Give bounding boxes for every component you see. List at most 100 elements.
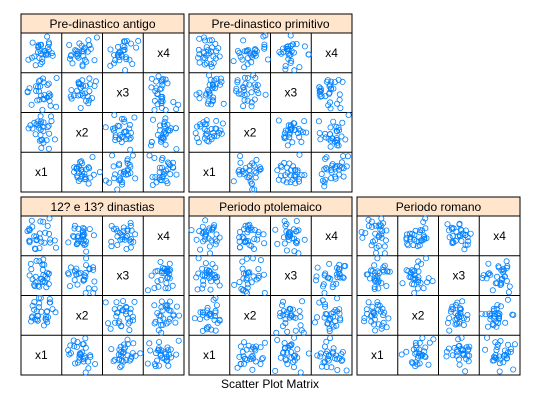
scatter-point [166,162,173,169]
scatter-point [505,289,512,296]
scatter-point [326,260,333,267]
scatter-point [165,285,172,292]
scatter-point [292,327,299,334]
scatter-point [38,308,45,315]
scatter-point [337,105,344,112]
scatter-point [236,353,243,360]
scatter-point [246,221,253,228]
scatter-point [155,327,162,334]
scatter-point [53,75,60,82]
scatter-point [149,116,156,123]
scatter-point [291,126,298,133]
scatter-point [206,243,213,250]
scatter-point [287,127,294,134]
scatter-point [340,153,347,160]
scatter-point [337,317,344,324]
scatter-point [328,162,335,169]
scatter-point [334,100,341,107]
scatter-point [294,354,301,361]
scatter-point [40,95,47,102]
scatter-point [66,42,73,49]
scatter-point [124,336,131,343]
scatter-point [277,172,284,179]
scatter-point [236,279,243,286]
scatter-point [32,316,39,323]
scatter-point [31,233,38,240]
scatter-point [193,91,200,98]
scatter-point [156,174,163,181]
scatter-point [279,298,286,305]
scatter-point [336,91,343,98]
scatter-point [285,47,292,54]
scatter-point [159,264,166,271]
scatter-point [240,103,247,110]
scatter-point [290,226,297,233]
scatter-point [375,243,382,250]
scatter-point [279,323,286,330]
scatter-point [73,47,80,54]
scatter-point [162,302,169,309]
scatter-point [325,317,332,324]
scatter-point [446,234,453,241]
panel-1: Pre-dinastico antigo x4 x3 x2 x1 [20,13,185,193]
scatter-point [330,323,337,330]
scatter-point [369,303,376,310]
scatter-point [280,177,287,184]
scatter-point [163,280,170,287]
scatter-point [372,249,379,256]
scatter-point [195,270,202,277]
scatter-point [380,312,387,319]
scatter-point [334,128,341,135]
scatter-point [160,315,167,322]
scatter-point [370,310,377,317]
scatter-point [213,302,220,309]
scatter-point [328,321,335,328]
scatter-point [208,133,215,140]
scatter-point [166,267,173,274]
scatter-point [290,314,297,321]
scatter-point [78,158,85,165]
scatter-point [164,267,171,274]
scatter-point [335,77,342,84]
scatter-point [197,246,204,253]
scatter-point [69,60,76,67]
scatter-point [158,347,165,354]
scatter-point [71,225,78,232]
scatter-point [494,344,501,351]
scatter-point [506,283,513,290]
scatter-point [40,79,47,86]
scatter-point [252,74,259,81]
scatter-point [290,358,297,365]
scatter-point [204,304,211,311]
scatter-point [34,118,41,125]
scatter-point [498,267,505,274]
scatter-point [429,278,436,285]
scatter-point [160,135,167,142]
scatter-point [31,245,38,252]
scatter-point [322,134,329,141]
scatter-point [511,341,518,348]
scatter-point [322,93,329,100]
scatter-point [36,96,43,103]
diagonal-label: x2 [244,308,257,322]
scatter-point [323,311,330,318]
scatter-point [208,63,215,70]
scatter-point [368,242,375,249]
scatter-point [498,276,505,283]
scatter-point [200,309,207,316]
scatter-point [292,239,299,246]
scatter-point [209,271,216,278]
scatter-point [210,53,217,60]
scatter-point [111,112,118,119]
scatter-point [26,226,33,233]
scatter-point [71,222,78,229]
scatter-point [71,233,78,240]
scatter-point [328,169,335,176]
scatter-point [113,313,120,320]
scatter-point [173,351,180,358]
scatter-point [461,246,468,253]
scatter-point [203,326,210,333]
scatter-point [332,165,339,172]
scatter-point [144,360,151,367]
scatter-point [286,131,293,138]
